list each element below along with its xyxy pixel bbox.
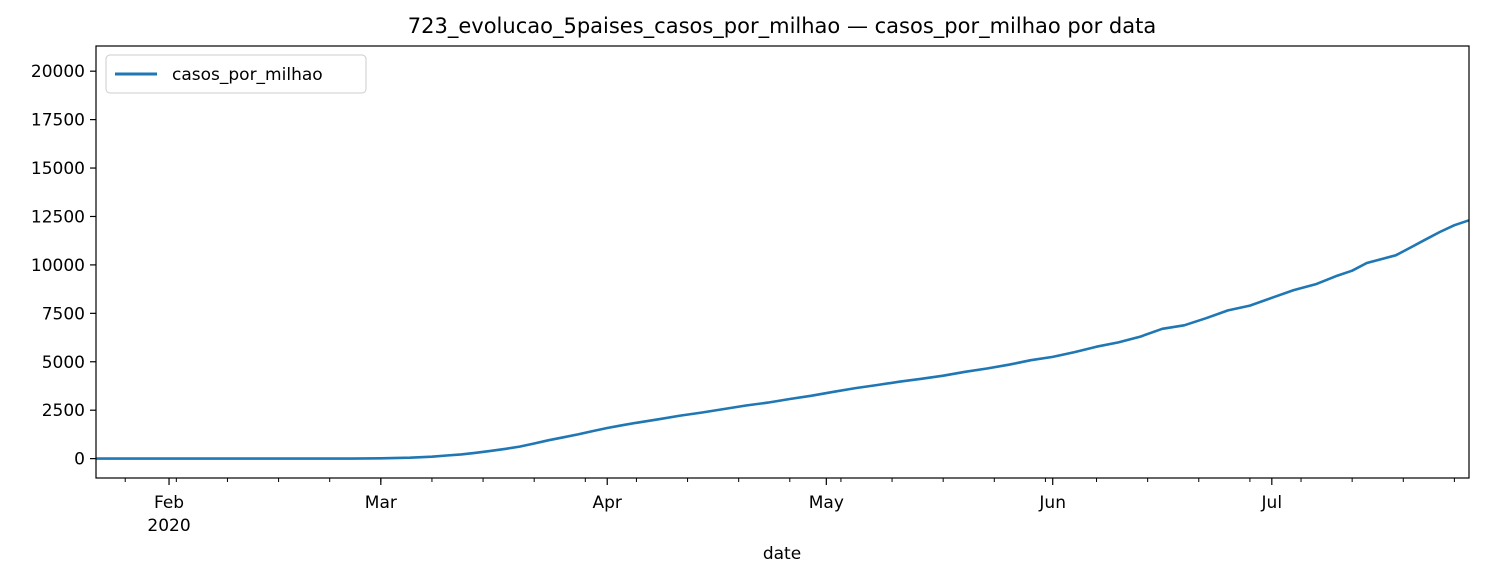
y-tick-label: 17500	[31, 111, 85, 131]
x-axis-label: date	[763, 544, 801, 564]
y-tick-label: 12500	[31, 207, 85, 227]
x-tick-label: Jun	[1038, 493, 1066, 513]
y-tick-label: 15000	[31, 159, 85, 179]
x-tick-label: Apr	[593, 493, 622, 513]
x-tick-label: Jul	[1261, 493, 1283, 513]
y-tick-label: 20000	[31, 62, 85, 82]
x-tick-sublabel: 2020	[147, 516, 190, 536]
y-tick-label: 7500	[42, 304, 85, 324]
legend: casos_por_milhao	[105, 54, 367, 94]
axes-frame	[95, 45, 1470, 479]
y-tick-label: 10000	[31, 256, 85, 276]
x-tick-label: Feb	[154, 493, 184, 513]
y-tick-label: 5000	[42, 353, 85, 373]
y-tick-label: 2500	[42, 401, 85, 421]
y-axis: 0 2500 5000 7500 10000 12500 15000 17500 20000	[31, 62, 96, 470]
chart-title: 723_evolucao_5paises_casos_por_milhao — …	[408, 14, 1156, 39]
plot-area	[95, 45, 1470, 479]
legend-box	[105, 54, 367, 94]
x-tick-label: Mar	[365, 493, 397, 513]
x-axis: Feb 2020 Mar Apr May Jun Jul	[124, 478, 1455, 536]
y-tick-label: 0	[74, 450, 85, 470]
series-line-casos-por-milhao	[96, 219, 1470, 460]
legend-entry-casos-por-milhao: casos_por_milhao	[172, 65, 323, 85]
x-tick-label: May	[809, 493, 844, 513]
